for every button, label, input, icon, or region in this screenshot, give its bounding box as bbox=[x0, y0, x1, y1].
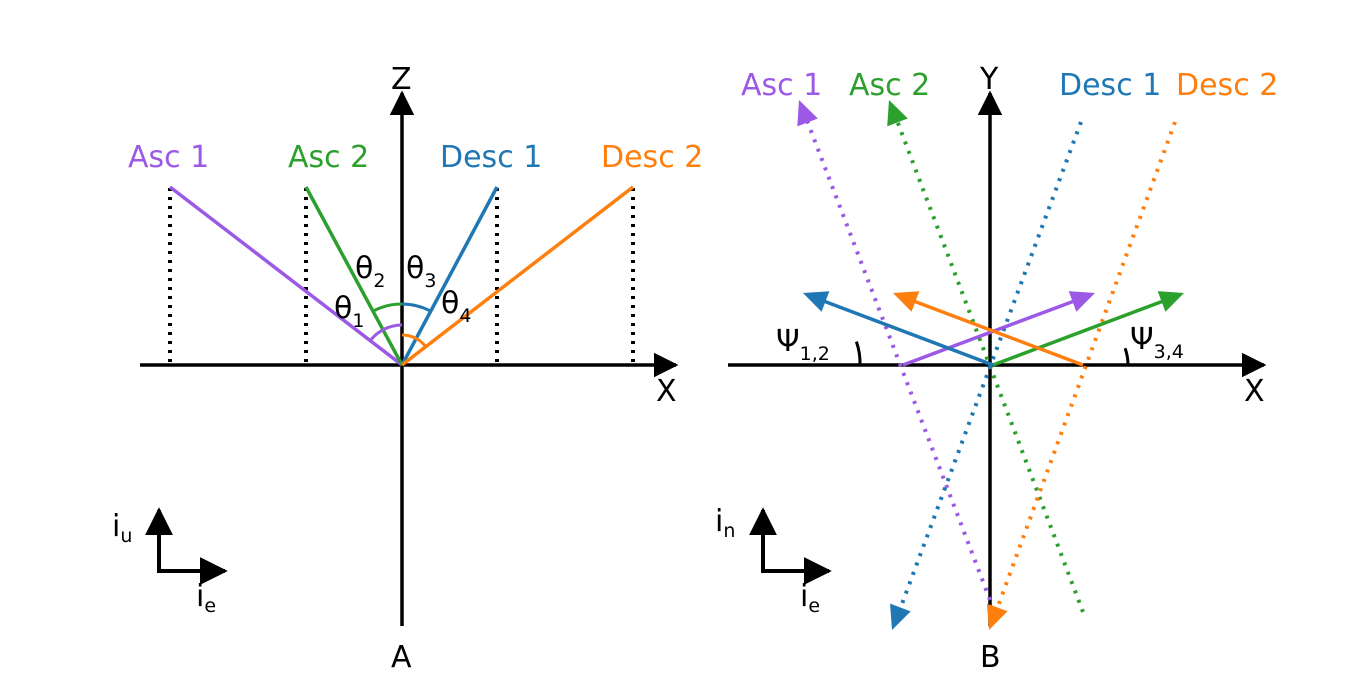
label-psi34: Ψ3,4 bbox=[1130, 322, 1184, 363]
line-desc2 bbox=[400, 185, 635, 367]
arc-psi12 bbox=[854, 341, 862, 366]
track-label-desc2: Desc 2 bbox=[1176, 68, 1278, 103]
arc-psi34 bbox=[1123, 347, 1130, 366]
track-label-asc2: Asc 2 bbox=[849, 68, 930, 103]
arrowhead-look-asc1 bbox=[1068, 291, 1095, 312]
right-axis-y-label: Y bbox=[979, 62, 999, 97]
left-bottom-label: A bbox=[391, 640, 412, 675]
label-theta1: θ1 bbox=[334, 291, 364, 332]
arrowhead-look-desc2 bbox=[893, 291, 920, 312]
arrowhead-track-asc2 bbox=[887, 100, 908, 127]
left-dotted-guides bbox=[168, 188, 635, 364]
track-label-desc1: Desc 1 bbox=[1059, 68, 1161, 103]
right-panel: Asc 1 Asc 2 Desc 1 Desc 2 Ψ1,2 Ψ3,4 X Y … bbox=[715, 62, 1278, 675]
left-panel: Asc 1 Asc 2 Desc 1 Desc 2 θ1 θ2 θ3 θ4 X … bbox=[112, 62, 703, 675]
left-axis-z-label: Z bbox=[391, 62, 412, 97]
line-desc1 bbox=[400, 186, 499, 366]
arc-theta1 bbox=[369, 323, 403, 342]
track-label-asc1: Asc 1 bbox=[741, 68, 822, 103]
unit-label-up: iu bbox=[112, 509, 132, 547]
right-unit-vectors: in ie bbox=[715, 504, 832, 617]
colored-arrowheads bbox=[797, 100, 1184, 630]
label-desc1: Desc 1 bbox=[440, 140, 542, 175]
right-bottom-label: B bbox=[980, 640, 1001, 675]
arc-theta2 bbox=[372, 302, 403, 313]
track-asc1 bbox=[801, 109, 992, 601]
right-axis-x-label: X bbox=[1244, 374, 1265, 409]
label-theta2: θ2 bbox=[355, 251, 385, 292]
track-desc2 bbox=[991, 121, 1177, 621]
label-psi12: Ψ1,2 bbox=[776, 324, 830, 365]
label-theta3: θ3 bbox=[406, 251, 436, 292]
arc-theta4 bbox=[401, 333, 427, 348]
label-asc1: Asc 1 bbox=[128, 140, 209, 175]
arrowhead-track-desc2 bbox=[986, 603, 1008, 630]
arrowhead-track-desc1 bbox=[890, 603, 911, 630]
left-axis-x-label: X bbox=[656, 374, 677, 409]
look-desc2 bbox=[902, 295, 1084, 367]
arc-theta3 bbox=[401, 302, 432, 313]
track-asc2 bbox=[891, 109, 1085, 613]
flight-tracks bbox=[801, 109, 1177, 621]
unit-label-north: in bbox=[715, 504, 735, 542]
line-asc1 bbox=[168, 185, 404, 367]
look-asc2 bbox=[992, 295, 1175, 367]
line-asc2 bbox=[304, 186, 404, 366]
unit-label-east: ie bbox=[800, 579, 820, 617]
arrowhead-look-asc2 bbox=[1157, 291, 1184, 312]
label-desc2: Desc 2 bbox=[601, 140, 703, 175]
left-unit-vectors: iu ie bbox=[112, 507, 228, 617]
track-desc1 bbox=[894, 121, 1083, 621]
arrowhead-look-desc1 bbox=[803, 291, 830, 312]
unit-label-right: ie bbox=[196, 579, 216, 617]
label-theta4: θ4 bbox=[441, 286, 471, 327]
label-asc2: Asc 2 bbox=[288, 140, 369, 175]
arrowhead-track-asc1 bbox=[797, 100, 818, 127]
look-desc1 bbox=[812, 295, 994, 367]
